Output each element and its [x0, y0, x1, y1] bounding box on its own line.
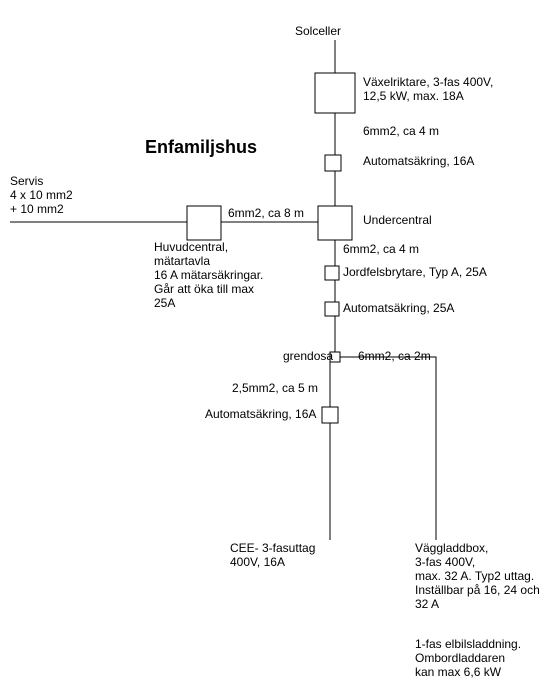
label-huvudcentral: Huvudcentral,mätartavla16 A mätarsäkring… [154, 240, 263, 310]
node-n-sub [318, 206, 352, 240]
node-n-breaker16bot [322, 407, 338, 423]
labels-layer: Solceller Växelriktare, 3-fas 400V,12,5 k… [10, 24, 540, 679]
label-servis: Servis4 x 10 mm2+ 10 mm2 [10, 174, 73, 216]
label-cable1: 6mm2, ca 4 m [363, 124, 439, 138]
label-jordfels: Jordfelsbrytare, Typ A, 25A [343, 265, 487, 279]
label-cable3: 6mm2, ca 4 m [343, 242, 419, 256]
label-undercentral: Undercentral [363, 213, 432, 227]
label-cable5: 2,5mm2, ca 5 m [232, 381, 318, 395]
label-note: 1-fas elbilsladdning.Ombordladdarenkan m… [415, 637, 521, 679]
label-vaggladdbox: Väggladdbox,3-fas 400V,max. 32 A. Typ2 u… [415, 541, 540, 611]
node-n-breaker-top [325, 155, 341, 171]
node-n-main [187, 206, 221, 240]
label-automat25a: Automatsäkring, 25A [343, 301, 454, 315]
label-vaxelriktare: Växelriktare, 3-fas 400V,12,5 kW, max. 1… [363, 75, 493, 103]
node-n-inverter [315, 73, 355, 113]
label-cable4: 6mm2, ca 2m [358, 349, 431, 363]
diagram-title: Enfamiljshus [145, 137, 257, 157]
label-cable2: 6mm2, ca 8 m [228, 206, 304, 220]
edge-e-branch-wall [340, 357, 436, 540]
node-n-jordfels [325, 266, 339, 280]
label-cee: CEE- 3-fasuttag400V, 16A [230, 541, 315, 569]
label-grendosa: grendosa [283, 349, 333, 363]
label-solceller: Solceller [295, 24, 341, 38]
electrical-diagram: Solceller Växelriktare, 3-fas 400V,12,5 k… [0, 0, 548, 700]
node-n-breaker25 [325, 302, 339, 316]
label-automat16a-bot: Automatsäkring, 16A [205, 407, 316, 421]
label-automat16a-top: Automatsäkring, 16A [363, 154, 474, 168]
